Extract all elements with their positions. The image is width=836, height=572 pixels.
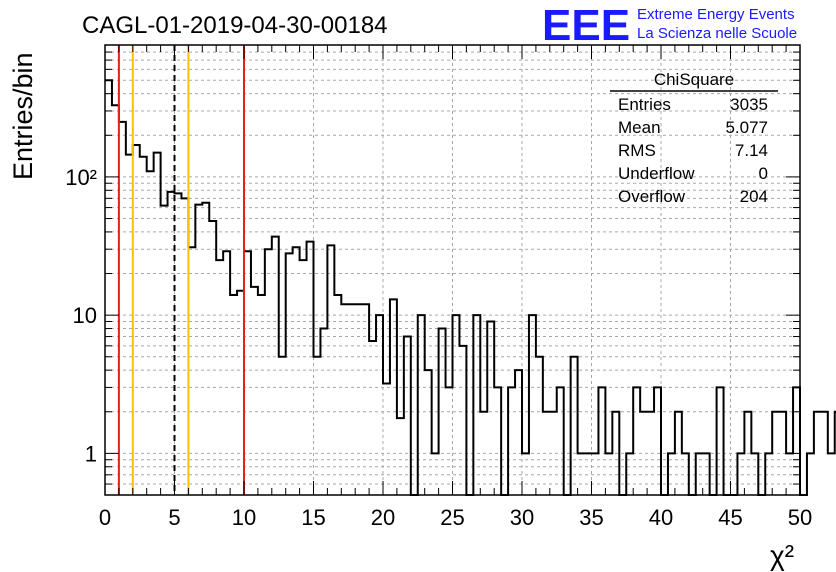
grid-lines bbox=[105, 45, 800, 495]
histogram-series bbox=[105, 79, 836, 496]
stats-row-value: 0 bbox=[759, 164, 768, 183]
x-tick-label: 25 bbox=[440, 505, 464, 530]
stats-row-value: 204 bbox=[740, 187, 768, 206]
stats-row-value: 5.077 bbox=[725, 118, 768, 137]
stats-row-value: 7.14 bbox=[735, 141, 768, 160]
stats-row-label: RMS bbox=[618, 141, 656, 160]
y-tick-label: 10 bbox=[73, 303, 97, 328]
stats-row-value: 3035 bbox=[730, 95, 768, 114]
x-tick-label: 10 bbox=[232, 505, 256, 530]
eee-logo: EEE Extreme Energy Events La Scienza nel… bbox=[542, 1, 797, 50]
chart-title: CAGL-01-2019-04-30-00184 bbox=[82, 12, 388, 39]
x-tick-label: 40 bbox=[649, 505, 673, 530]
logo-mark: EEE bbox=[542, 1, 630, 50]
x-tick-label: 35 bbox=[579, 505, 603, 530]
stats-box: ChiSquare Entries 3035 Mean 5.077 RMS 7.14 Und… bbox=[610, 70, 778, 206]
threshold-lines bbox=[117, 45, 245, 495]
logo-line-2: La Scienza nelle Scuole bbox=[637, 25, 797, 42]
stats-title: ChiSquare bbox=[654, 70, 734, 89]
stats-row-label: Mean bbox=[618, 118, 661, 137]
x-tick-label: 5 bbox=[168, 505, 180, 530]
x-tick-label: 45 bbox=[718, 505, 742, 530]
y-axis-title: Entries/bin bbox=[8, 52, 38, 180]
stats-row-label: Entries bbox=[618, 95, 671, 114]
x-tick-label: 50 bbox=[788, 505, 812, 530]
x-tick-label: 20 bbox=[371, 505, 395, 530]
stats-row-label: Underflow bbox=[618, 164, 695, 183]
x-tick-label: 15 bbox=[301, 505, 325, 530]
x-tick-label: 30 bbox=[510, 505, 534, 530]
y-tick-label: 1 bbox=[85, 441, 97, 466]
y-tick-label: 10² bbox=[65, 165, 97, 190]
x-tick-label: 0 bbox=[99, 505, 111, 530]
logo-line-1: Extreme Energy Events bbox=[637, 6, 795, 23]
x-axis-title: χ² bbox=[770, 540, 794, 571]
stats-row-label: Overflow bbox=[618, 187, 686, 206]
histogram-outline bbox=[105, 79, 836, 496]
